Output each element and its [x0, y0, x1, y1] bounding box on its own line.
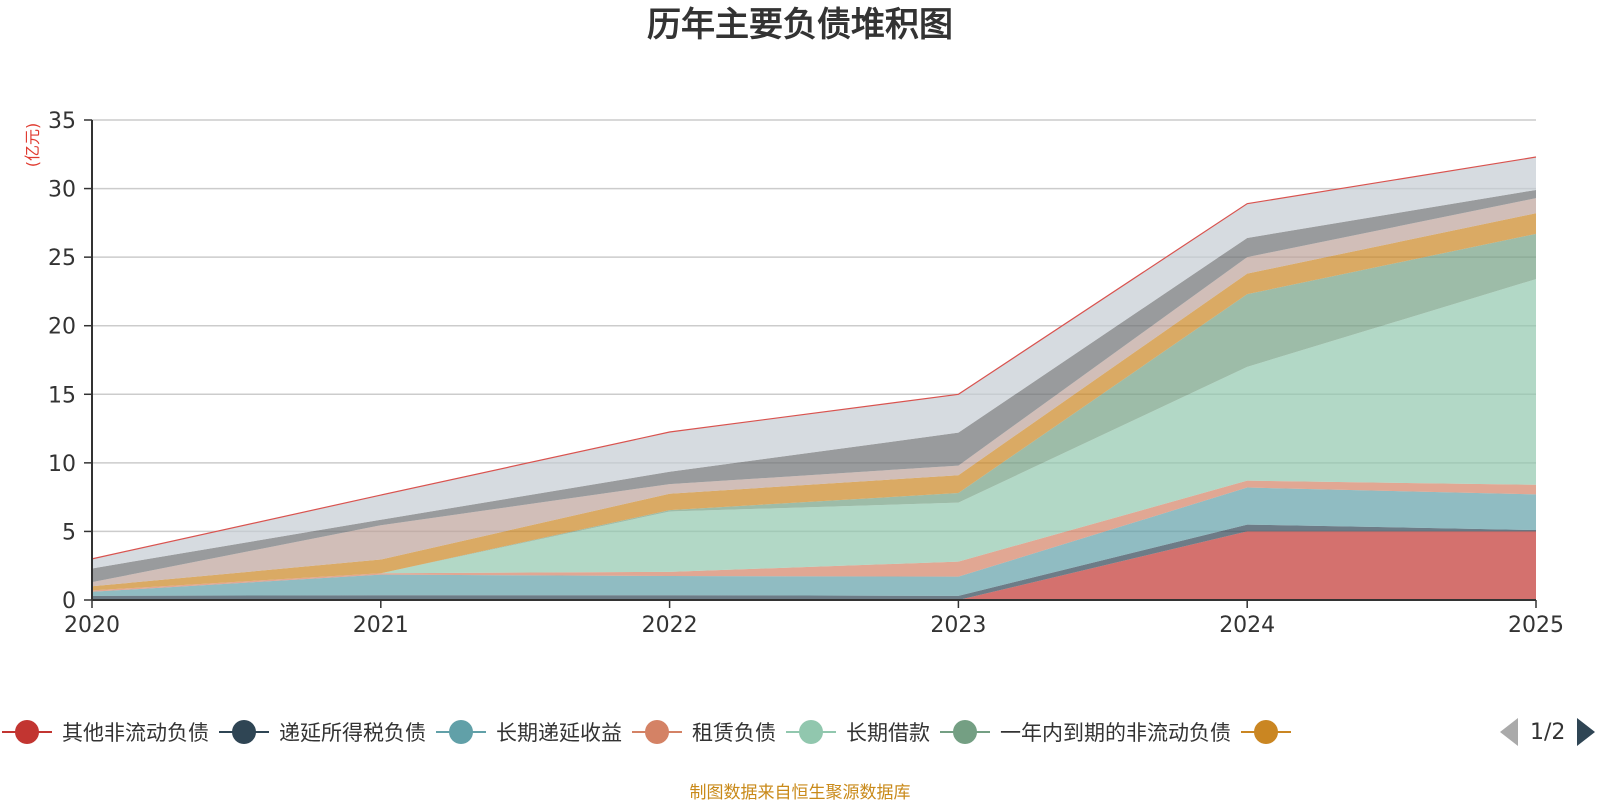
- legend-prev-page-icon[interactable]: [1500, 718, 1518, 746]
- legend-item[interactable]: 其他非流动负债: [2, 717, 209, 747]
- area-长期应付款: [92, 198, 1536, 587]
- y-axis-unit-label: (亿元): [23, 123, 42, 168]
- source-note: 制图数据来自恒生聚源数据库: [689, 783, 911, 803]
- legend-marker-icon: [436, 720, 486, 744]
- legend-marker-icon: [219, 720, 269, 744]
- x-tick-label: 2025: [1508, 613, 1564, 638]
- legend-label: 其他非流动负债: [62, 721, 209, 745]
- area-递延所得税负债: [92, 524, 1536, 600]
- legend-next-page-icon[interactable]: [1577, 718, 1596, 746]
- area-其他非流动负债: [92, 531, 1536, 600]
- y-tick-label: 15: [48, 383, 76, 408]
- legend-marker-icon: [2, 720, 52, 744]
- legend-item[interactable]: 长期借款: [786, 717, 930, 747]
- legend-item[interactable]: 一年内到期的非流动负债: [940, 717, 1231, 747]
- legend-items: 其他非流动负债 递延所得税负债 长期递延收益 租赁负债 长期借款 一年内到期的非流动负债: [2, 717, 1301, 747]
- y-tick-label: 10: [48, 452, 76, 477]
- area-长期借款: [92, 279, 1536, 591]
- legend-item[interactable]: 递延所得税负债: [219, 717, 426, 747]
- legend-marker-icon: [786, 720, 836, 744]
- y-tick-label: 0: [62, 589, 76, 614]
- legend-page-indicator: 1/2: [1530, 719, 1566, 745]
- y-tick-label: 35: [48, 109, 76, 134]
- x-tick-label: 2020: [64, 613, 120, 638]
- area-长期递延收益: [92, 487, 1536, 596]
- area-一年内到期的非流动负债: [92, 233, 1536, 591]
- legend-marker-icon: [632, 720, 682, 744]
- legend: 其他非流动负债 递延所得税负债 长期递延收益 租赁负债 长期借款 一年内到期的非流动负债 …: [0, 712, 1600, 752]
- x-tick-label: 2023: [930, 613, 986, 638]
- legend-item[interactable]: 长期递延收益: [436, 717, 622, 747]
- area-租赁负债: [92, 480, 1536, 592]
- legend-label: 递延所得税负债: [279, 721, 426, 745]
- legend-marker-icon: [940, 720, 990, 744]
- legend-label: 租赁负债: [692, 721, 776, 745]
- area-series: [91, 156, 1537, 600]
- area-其他负债: [92, 157, 1536, 569]
- legend-label: 长期借款: [846, 721, 930, 745]
- chart-title: 历年主要负债堆积图: [647, 5, 953, 45]
- y-tick-label: 30: [48, 178, 76, 203]
- area-应付债券: [92, 213, 1536, 591]
- legend-label: 一年内到期的非流动负债: [1000, 721, 1231, 745]
- legend-marker-icon: [1241, 720, 1291, 744]
- legend-pager: 1/2: [1500, 712, 1596, 752]
- area-预计负债: [92, 189, 1536, 583]
- y-tick-label: 20: [48, 315, 76, 340]
- legend-item[interactable]: [1241, 720, 1291, 744]
- legend-item[interactable]: 租赁负债: [632, 717, 776, 747]
- y-tick-label: 25: [48, 246, 76, 271]
- y-tick-label: 5: [62, 520, 76, 545]
- legend-label: 长期递延收益: [496, 721, 622, 745]
- x-tick-label: 2024: [1219, 613, 1275, 638]
- x-tick-label: 2022: [642, 613, 698, 638]
- x-tick-label: 2021: [353, 613, 409, 638]
- total-outline: [91, 156, 1537, 560]
